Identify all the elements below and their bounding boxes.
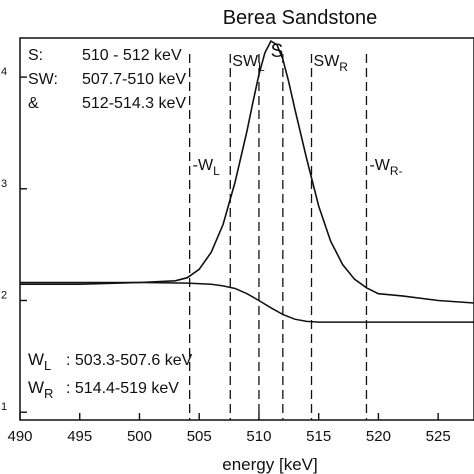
y-tick-label: 3 — [1, 178, 7, 190]
annotation-key: WR — [28, 378, 53, 401]
spectrum-line — [20, 39, 474, 304]
annotation-top: S: 510 - 512 keV SW: 507.7-510 keV & 512-514.… — [28, 47, 186, 112]
x-tick-label: 525 — [426, 428, 451, 445]
y-tick-label: 1 — [1, 401, 7, 413]
y-tick-label: 4 — [1, 66, 7, 78]
annotation-key: WL — [28, 350, 51, 373]
x-tick-label: 500 — [127, 428, 152, 445]
annotation-value: : 503.3-507.6 keV — [66, 352, 193, 369]
series-group — [20, 39, 474, 323]
plot-border — [19, 37, 474, 421]
x-axis: 490 495 500 505 510 515 520 525 — [7, 413, 451, 445]
boundary-label: -WL — [193, 157, 220, 178]
x-axis-label: energy [keV] — [222, 455, 317, 474]
background-line — [20, 281, 474, 323]
annotation-key: SW: — [28, 71, 58, 88]
peak-label: S — [271, 41, 284, 62]
annotation-value: 512-514.3 keV — [82, 95, 186, 112]
x-tick-label: 505 — [187, 428, 212, 445]
plot-frame — [19, 37, 474, 421]
x-tick-label: 495 — [67, 428, 92, 445]
y-axis: 1 2 3 4 — [1, 66, 27, 413]
x-tick-label: 490 — [7, 428, 32, 445]
x-tick-label: 515 — [306, 428, 331, 445]
annotation-bottom: WL : 503.3-507.6 keV WR : 514.4-519 keV — [28, 350, 193, 401]
y-tick-label: 2 — [1, 289, 7, 301]
boundary-label: SWR — [314, 53, 349, 74]
x-tick-label: 520 — [366, 428, 391, 445]
annotation-key: & — [28, 95, 39, 112]
annotation-value: 510 - 512 keV — [82, 47, 182, 64]
annotation-value: : 514.4-519 keV — [66, 380, 179, 397]
boundary-label: -WR- — [369, 157, 402, 178]
x-tick-label: 510 — [246, 428, 271, 445]
annotation-value: 507.7-510 keV — [82, 71, 186, 88]
chart-title: Berea Sandstone — [223, 7, 378, 29]
annotation-key: S: — [28, 47, 43, 64]
